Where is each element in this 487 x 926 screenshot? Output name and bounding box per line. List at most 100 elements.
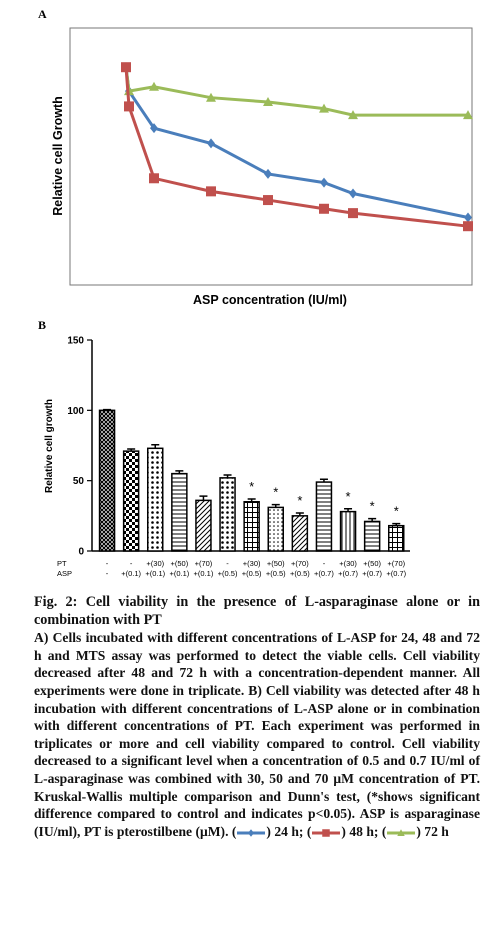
marker: [348, 110, 358, 120]
significance-marker: *: [273, 485, 278, 500]
marker: [319, 103, 329, 113]
series-line: [124, 67, 469, 219]
marker: [464, 212, 472, 223]
caption-text: A) Cells incubated with different concen…: [34, 630, 480, 839]
x-tick-label: +(0.5): [290, 569, 310, 578]
figure: A Relative cell Growth ASP concentration…: [38, 7, 473, 578]
significance-marker: *: [346, 489, 351, 504]
x-tick-label: -: [323, 559, 326, 568]
x-tick-label: +(30): [146, 559, 164, 568]
y-axis-label: Relative cell Growth: [51, 96, 65, 215]
marker: [349, 188, 357, 199]
legend-symbol: [237, 828, 266, 837]
x-tick-label: +(0.5): [266, 569, 286, 578]
x-tick-label: +(0.7): [338, 569, 358, 578]
x-tick-label: +(30): [339, 559, 357, 568]
marker: [248, 828, 255, 837]
y-tick-label: 0: [78, 547, 84, 558]
marker: [124, 101, 134, 112]
bar: [388, 524, 405, 552]
x-tick-label: +(0.1): [169, 569, 189, 578]
marker: [463, 110, 473, 120]
bar: [171, 472, 188, 552]
x-tick-label: +(70): [387, 559, 405, 568]
marker: [463, 221, 473, 232]
bar: [363, 520, 381, 552]
error-bar: [199, 495, 208, 501]
error-bar: [295, 512, 304, 516]
significance-marker: *: [297, 493, 302, 508]
plot-frame: [69, 27, 473, 286]
x-row-title: ASP: [57, 569, 72, 578]
x-tick-label: +(0.7): [314, 569, 334, 578]
x-tick-label: -: [106, 559, 109, 568]
marker: [150, 123, 158, 134]
y-tick-label: 100: [67, 406, 84, 417]
x-row-title: PT: [57, 559, 67, 568]
significance-marker: *: [370, 499, 375, 514]
y-tick-label: 50: [73, 476, 85, 487]
bar: [147, 447, 164, 552]
x-axis-label: ASP concentration (IU/ml): [193, 293, 347, 307]
error-bar: [271, 503, 280, 508]
marker: [121, 62, 131, 73]
series-line: [124, 67, 468, 117]
y-axis-label: Relative cell growth: [44, 399, 55, 493]
legend-label: 72 h: [424, 823, 449, 839]
x-tick-label: -: [130, 559, 133, 568]
marker: [149, 81, 159, 91]
bar: [267, 506, 284, 552]
bar: [98, 409, 116, 552]
marker: [149, 173, 159, 184]
marker: [207, 138, 215, 149]
x-tick-label: -: [106, 569, 109, 578]
marker: [264, 168, 272, 179]
bar: [243, 501, 260, 552]
legend-symbol: [312, 828, 341, 837]
x-tick-label: +(0.5): [218, 569, 238, 578]
panel-label: A: [38, 7, 47, 21]
caption: Fig. 2: Cell viability in the presence o…: [34, 594, 480, 840]
error-bar: [344, 508, 353, 512]
marker: [319, 203, 329, 214]
legend-label: 24 h: [274, 823, 299, 839]
x-tick-label: +(50): [363, 559, 381, 568]
marker: [206, 186, 216, 197]
x-tick-label: +(70): [195, 559, 213, 568]
y-tick-label: 150: [67, 336, 84, 347]
x-tick-label: +(0.7): [362, 569, 382, 578]
x-tick-label: +(50): [267, 559, 285, 568]
bar: [291, 515, 309, 552]
bar: [122, 450, 140, 552]
error-bar: [247, 498, 256, 502]
x-tick-label: +(0.7): [386, 569, 406, 578]
bar: [315, 481, 333, 552]
significance-marker: *: [394, 504, 399, 519]
x-tick-label: +(30): [243, 559, 261, 568]
legend-label: 48 h: [349, 823, 374, 839]
x-tick-label: +(0.1): [121, 569, 141, 578]
caption-title: Fig. 2: Cell viability in the presence o…: [34, 594, 480, 628]
x-tick-label: +(0.5): [242, 569, 262, 578]
marker: [320, 177, 328, 188]
bar: [219, 477, 236, 552]
error-bar: [103, 408, 112, 411]
error-bar: [319, 478, 328, 483]
bar: [195, 499, 212, 552]
bar: [339, 510, 357, 552]
caption-body: A) Cells incubated with different concen…: [34, 630, 480, 839]
x-tick-label: +(0.1): [194, 569, 214, 578]
marker: [397, 828, 406, 836]
marker: [322, 828, 331, 837]
panel-label: B: [38, 318, 46, 332]
marker: [348, 208, 358, 219]
marker: [263, 97, 273, 107]
x-tick-label: +(70): [291, 559, 309, 568]
marker: [206, 92, 216, 102]
legend-symbol: [387, 828, 416, 836]
error-bar: [127, 448, 136, 452]
error-bar: [368, 517, 377, 522]
x-tick-label: +(0.1): [145, 569, 165, 578]
error-bar: [175, 470, 184, 474]
